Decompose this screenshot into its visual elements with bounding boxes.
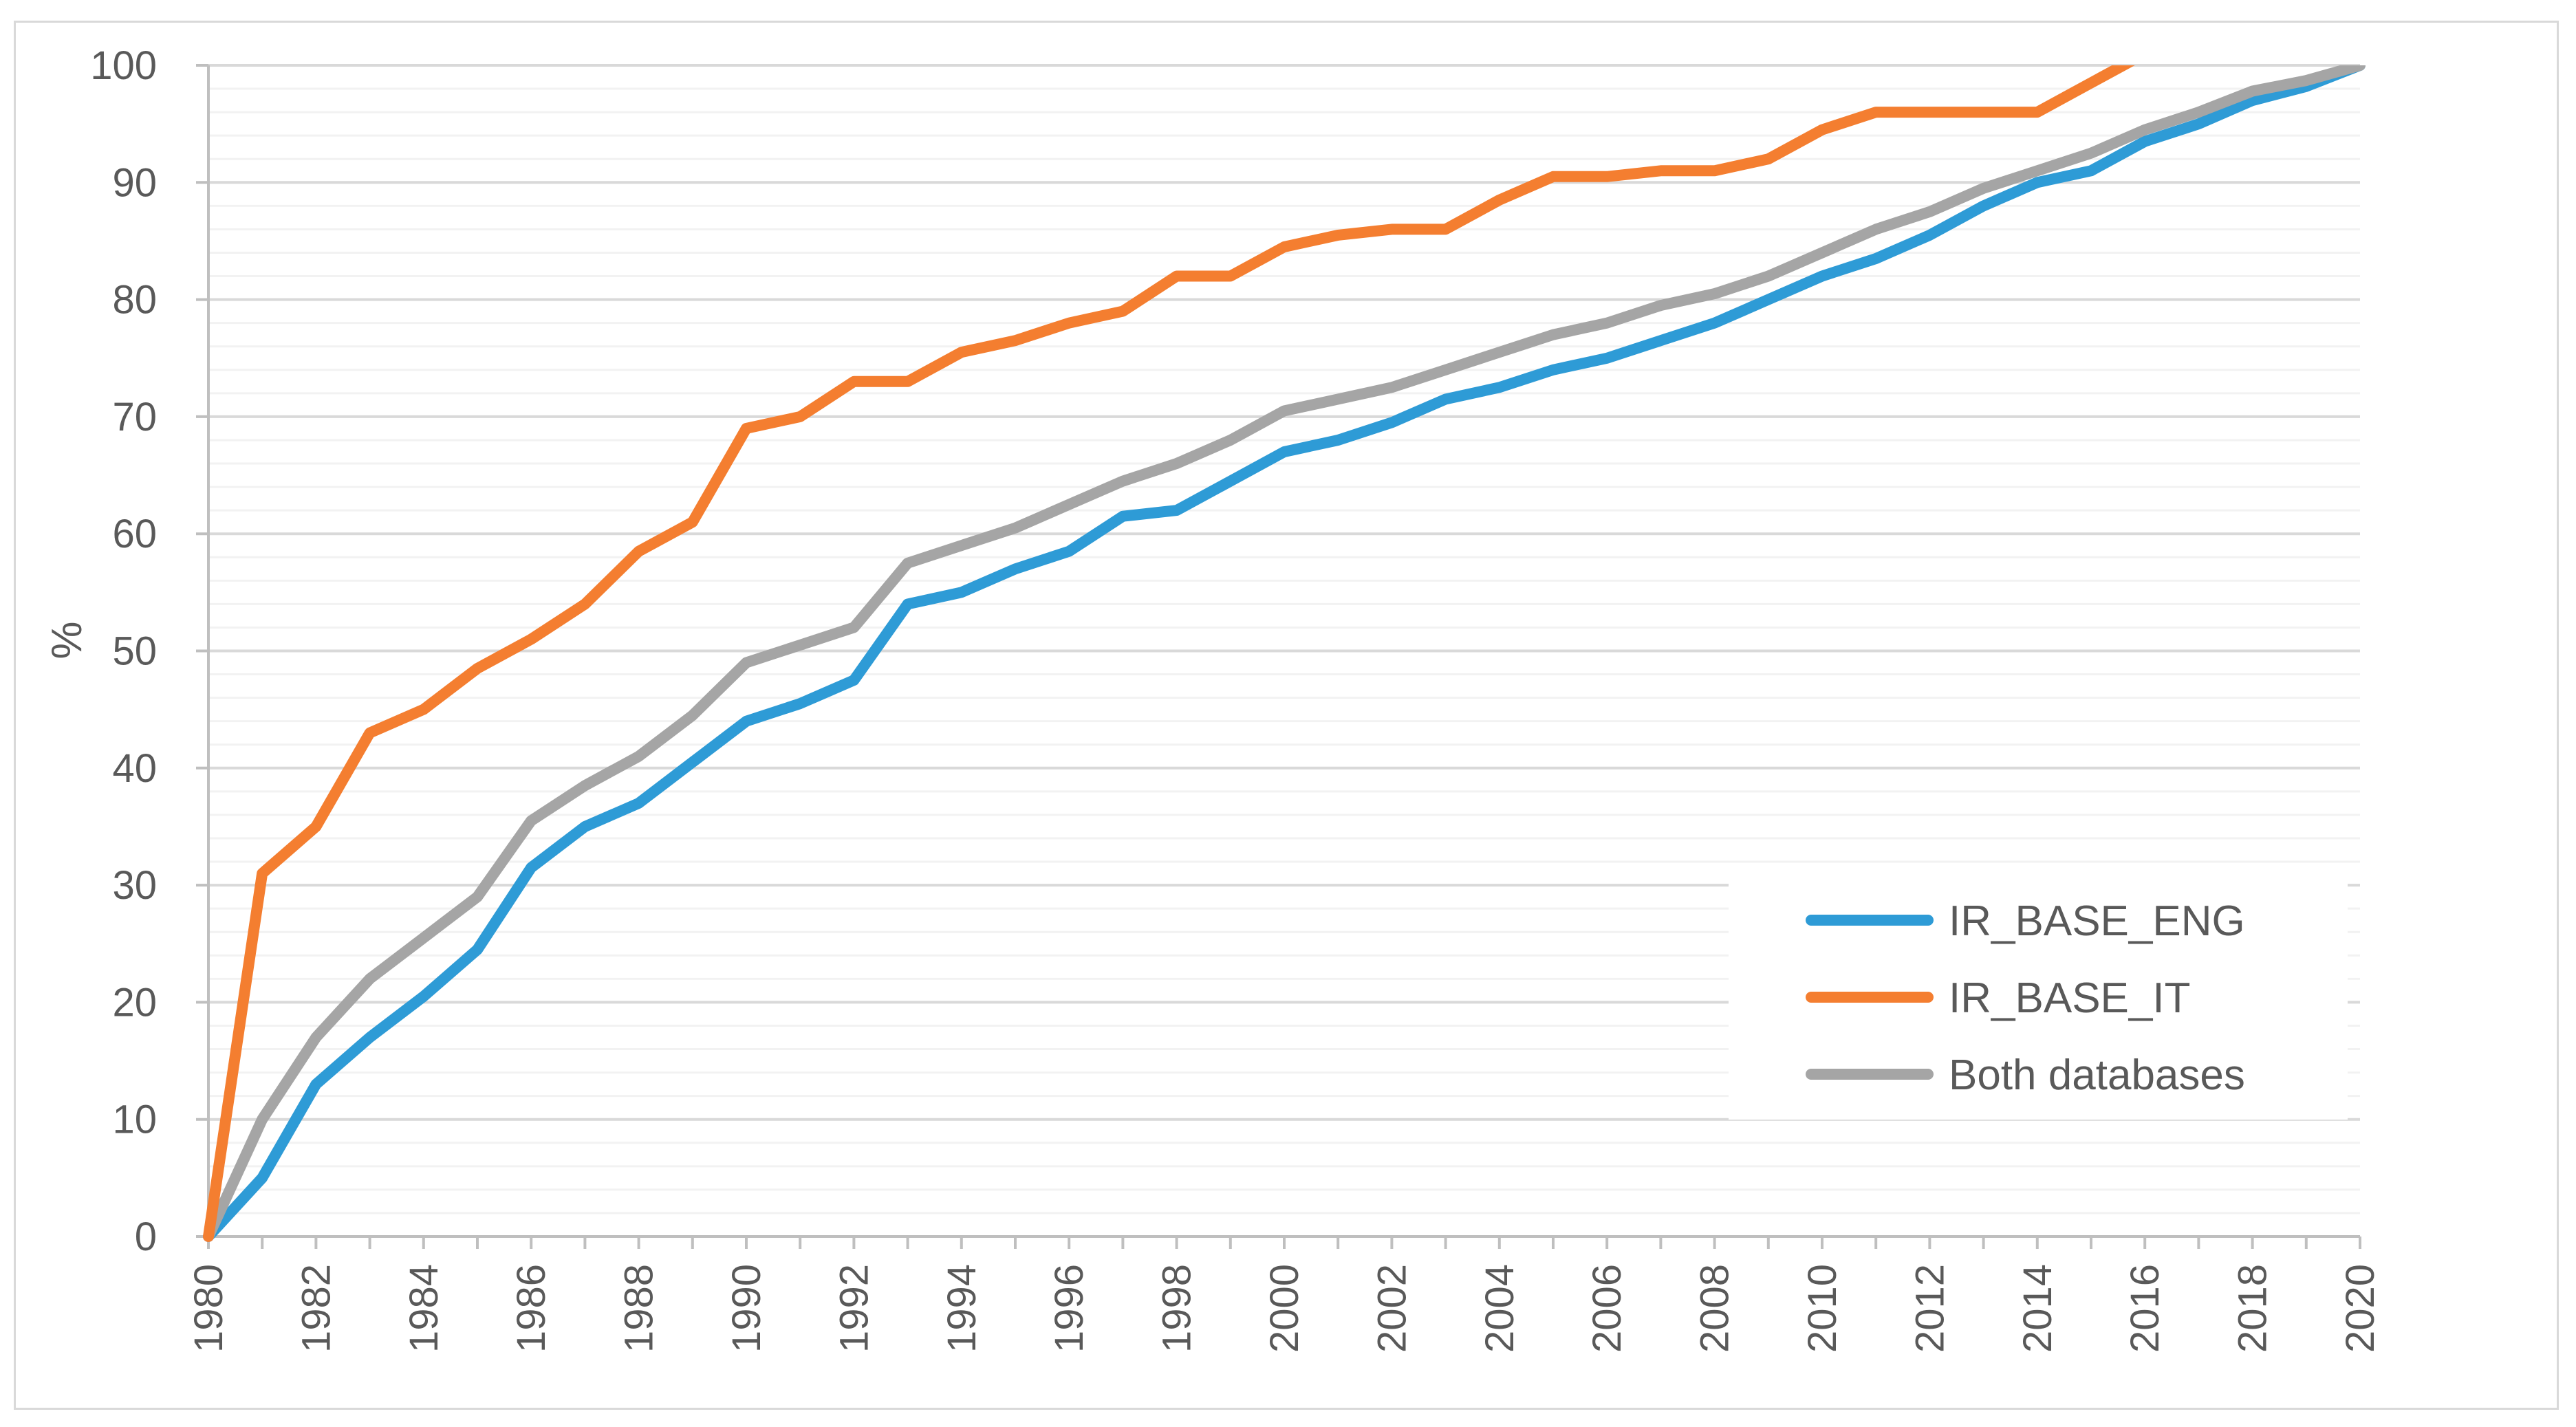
y-axis-title: % [43, 621, 91, 659]
series-line-ir-base-it [203, 65, 2135, 1242]
y-tick-label: 50 [112, 629, 157, 674]
x-tick-label: 1982 [294, 1264, 338, 1353]
x-tick-label: 1986 [509, 1264, 554, 1353]
x-tick-label: 1990 [724, 1264, 769, 1353]
x-tick-labels: 1980 1982 1984 1986 1988 1990 1992 1994 1996 1998… [186, 1264, 2383, 1353]
legend: IR_BASE_ENG IR_BASE_IT Both databases [1729, 872, 2348, 1120]
x-tick-label: 2004 [1478, 1264, 1522, 1353]
x-tick-label: 2010 [1800, 1264, 1845, 1353]
x-tick-label: 1992 [832, 1264, 876, 1353]
x-tick-label: 2016 [2123, 1264, 2167, 1353]
legend-label: IR_BASE_ENG [1949, 897, 2245, 945]
x-tick-label: 1996 [1047, 1264, 1092, 1353]
x-tick-label: 1998 [1155, 1264, 1200, 1353]
chart-frame: 0 10 20 30 40 50 60 70 80 90 100 1980 1982 1984 1986 1… [14, 21, 2559, 1410]
x-tick-label: 2012 [1907, 1264, 1952, 1353]
x-tick-label: 2002 [1370, 1264, 1414, 1353]
y-tick-label: 20 [112, 980, 157, 1025]
y-tick-label: 0 [135, 1214, 157, 1259]
x-tick-label: 1980 [186, 1264, 231, 1353]
x-tick-label: 1988 [617, 1264, 662, 1353]
legend-label: Both databases [1949, 1052, 2245, 1099]
x-tick-label: 2020 [2338, 1264, 2383, 1353]
y-tick-label: 70 [112, 395, 157, 439]
y-tick-label: 100 [90, 43, 157, 88]
y-tick-label: 90 [112, 160, 157, 205]
y-tick-label: 40 [112, 746, 157, 791]
y-tick-label: 60 [112, 512, 157, 556]
legend-label: IR_BASE_IT [1949, 974, 2190, 1022]
x-tick-label: 2006 [1585, 1264, 1630, 1353]
x-tick-label: 1994 [940, 1264, 984, 1353]
x-tick-label: 2014 [2015, 1264, 2060, 1353]
y-tick-label: 10 [112, 1098, 157, 1142]
x-tick-label: 1984 [402, 1264, 446, 1353]
x-tick-label: 2008 [1693, 1264, 1738, 1353]
y-tick-label: 80 [112, 278, 157, 323]
x-tick-label: 2018 [2231, 1264, 2275, 1353]
y-tick-labels: 0 10 20 30 40 50 60 70 80 90 100 [90, 43, 157, 1259]
y-tick-label: 30 [112, 863, 157, 908]
series-line-ir-base-eng [203, 65, 2366, 1242]
axes [196, 64, 2361, 1249]
x-tick-label: 2000 [1262, 1264, 1307, 1353]
series-lines [203, 65, 2366, 1242]
series-line-both-databases [203, 65, 2366, 1242]
